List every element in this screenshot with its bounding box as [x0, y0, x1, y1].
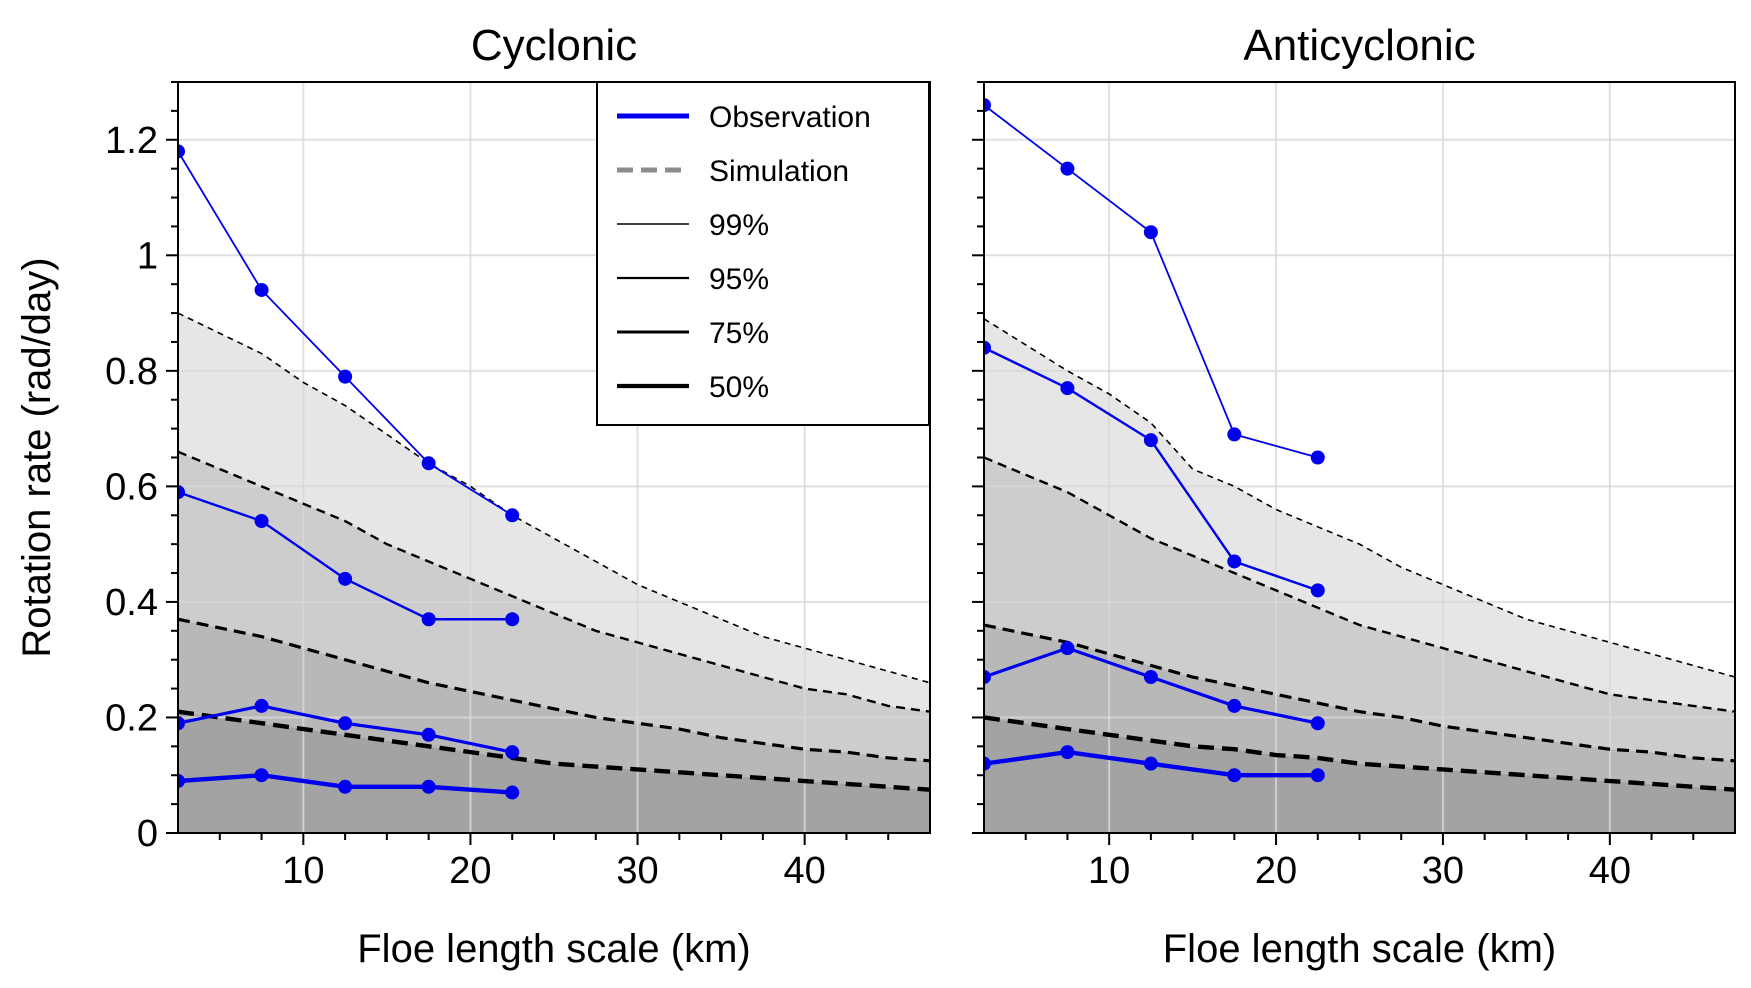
observation-99-point: [505, 508, 520, 523]
observation-95-point: [421, 612, 436, 627]
observation-95-point: [1227, 554, 1242, 569]
x-tick-label: 30: [1422, 850, 1464, 892]
legend-label-p50: 50%: [709, 371, 769, 404]
legend-label-simulation: Simulation: [709, 155, 849, 188]
observation-99-point: [254, 282, 269, 297]
observation-95-point: [984, 340, 991, 355]
observation-75-point: [338, 716, 353, 731]
observation-75-point: [1143, 670, 1158, 685]
x-axis-label: Floe length scale (km): [1163, 927, 1556, 971]
observation-75-point: [984, 670, 991, 685]
observation-99-point: [1143, 225, 1158, 240]
observation-50-point: [984, 756, 991, 771]
observation-50-point: [178, 774, 185, 789]
observation-95-point: [1143, 433, 1158, 448]
x-tick-label: 30: [616, 850, 658, 892]
legend: Observation Simulation 99% 95% 75% 50%: [596, 81, 930, 426]
observation-95-point: [505, 612, 520, 627]
panel-anticyclonic: 10 20 30 40 Anticyclonic Floe length scale (k…: [972, 21, 1736, 971]
band-75-95: [984, 457, 1735, 761]
observation-50-point: [338, 779, 353, 794]
observation-50-point: [1060, 745, 1075, 760]
simulation-50-line: [178, 709, 930, 792]
panel-cyclonic: 10 20 30 40 0 0.2 0.4 0.6 0.8 1 1.2 Cyclonic Floe le…: [15, 21, 931, 971]
panel-title: Anticyclonic: [1243, 21, 1475, 70]
observation-75-point: [1060, 641, 1075, 656]
observation-99-point: [1310, 450, 1325, 465]
observation-99-point: [984, 98, 991, 113]
observation-50-point: [1227, 768, 1242, 783]
y-tick-label: 1.2: [105, 120, 158, 162]
legend-label-observation: Observation: [709, 101, 871, 134]
observation-99-point: [1227, 427, 1242, 442]
band-50-75: [984, 625, 1735, 790]
simulation-75-line: [984, 623, 1735, 763]
y-tick-label: 0.6: [105, 466, 158, 508]
observation-50-point: [254, 768, 269, 783]
simulation-75-line: [178, 617, 930, 763]
band-50-75: [178, 619, 930, 790]
legend-label-p95: 95%: [709, 263, 769, 296]
panel-title: Cyclonic: [471, 21, 637, 70]
band-below-50: [178, 711, 930, 833]
simulation-99-line: [984, 318, 1735, 678]
observation-95-point: [254, 514, 269, 529]
y-tick-label: 0.2: [105, 697, 158, 739]
observation-50-point: [1143, 756, 1158, 771]
plot-area: [984, 82, 1735, 833]
observation-75-point: [421, 727, 436, 742]
observation-99-point: [178, 144, 185, 159]
observation-99-point: [338, 369, 353, 384]
x-tick-label: 40: [784, 850, 826, 892]
x-tick-label: 10: [282, 850, 324, 892]
legend-label-p75: 75%: [709, 317, 769, 350]
x-tick-label: 40: [1589, 850, 1631, 892]
band-95-99: [984, 318, 1735, 712]
observation-50-point: [421, 779, 436, 794]
y-axis-label: Rotation rate (rad/day): [15, 257, 59, 657]
band-95-99: [178, 313, 930, 712]
x-tick-label: 20: [449, 850, 491, 892]
simulation-95-line: [178, 450, 930, 713]
observation-95-point: [338, 571, 353, 586]
observation-75-point: [1227, 698, 1242, 713]
legend-box: [596, 81, 930, 426]
observation-75-point: [1310, 716, 1325, 731]
observation-99-point: [1060, 161, 1075, 176]
band-below-50: [984, 717, 1735, 833]
y-tick-label: 0: [137, 813, 158, 855]
y-tick-label: 1: [137, 235, 158, 277]
simulation-50-line: [984, 715, 1735, 792]
observation-50-point: [1310, 768, 1325, 783]
legend-label-p99: 99%: [709, 209, 769, 242]
x-tick-label: 10: [1088, 850, 1130, 892]
observation-95-point: [178, 485, 185, 500]
observation-75-point: [254, 698, 269, 713]
x-tick-label: 20: [1255, 850, 1297, 892]
band-75-95: [178, 451, 930, 761]
observation-95-point: [1310, 583, 1325, 598]
y-tick-label: 0.4: [105, 582, 158, 624]
observation-50-point: [505, 785, 520, 800]
observation-99-point: [421, 456, 436, 471]
simulation-95-line: [984, 456, 1735, 713]
observation-75-point: [505, 745, 520, 760]
simulation-99-line: [178, 312, 930, 684]
x-axis-label: Floe length scale (km): [357, 927, 750, 971]
observation-75-point: [178, 716, 185, 731]
y-tick-label: 0.8: [105, 351, 158, 393]
observation-95-point: [1060, 381, 1075, 396]
